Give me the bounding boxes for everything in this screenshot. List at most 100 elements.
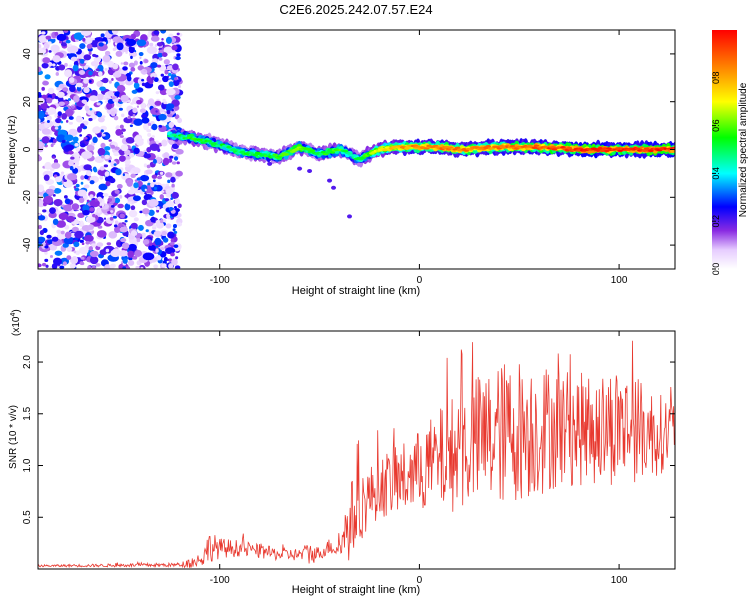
snr-series-line xyxy=(38,340,675,569)
heatmap-cell xyxy=(305,147,311,151)
heatmap-cell xyxy=(54,31,59,36)
heatmap-cell xyxy=(156,64,162,68)
heatmap-cell xyxy=(96,102,101,106)
heatmap-cell xyxy=(150,120,155,125)
heatmap-cell xyxy=(52,55,61,63)
heatmap-cell xyxy=(119,213,126,219)
heatmap-cell xyxy=(42,47,47,50)
heatmap-cell xyxy=(143,163,148,168)
heatmap-cell xyxy=(117,99,122,102)
heatmap-cell xyxy=(147,180,151,183)
heatmap-cell xyxy=(133,217,139,222)
heatmap-cell xyxy=(46,188,55,195)
heatmap-cell xyxy=(168,81,174,87)
heatmap-cell xyxy=(172,63,179,71)
heatmap-cell xyxy=(347,214,353,219)
heatmap-cell xyxy=(148,199,159,207)
heatmap-cell xyxy=(71,226,79,233)
heatmap-cell xyxy=(92,213,96,218)
heatmap-cell xyxy=(64,144,75,151)
heatmap-cell xyxy=(80,30,92,37)
heatmap-cell xyxy=(165,200,175,208)
heatmap-cell xyxy=(230,148,237,152)
heatmap-cell xyxy=(170,176,176,183)
heatmap-cell xyxy=(96,80,104,88)
heatmap-cell xyxy=(87,224,95,230)
heatmap-cell xyxy=(342,149,349,153)
heatmap-cell xyxy=(63,237,74,245)
heatmap-cell xyxy=(110,210,114,213)
heatmap-cell xyxy=(159,194,164,200)
heatmap-cell xyxy=(165,188,174,195)
heatmap-cell xyxy=(113,224,118,228)
heatmap-cell xyxy=(139,108,147,114)
heatmap-cell xyxy=(83,136,88,140)
snr-y-multiplier-close: ) xyxy=(11,309,22,312)
heatmap-cell xyxy=(575,149,582,152)
heatmap-cell xyxy=(125,137,135,144)
heatmap-cell xyxy=(107,197,113,203)
heatmap-cell xyxy=(170,252,175,257)
heatmap-cell xyxy=(119,155,126,162)
heatmap-cell xyxy=(145,213,148,217)
heatmap-cell xyxy=(44,258,49,262)
heatmap-cell xyxy=(62,87,69,92)
heatmap-cell xyxy=(118,222,123,228)
heatmap-cell xyxy=(110,205,115,208)
heatmap-cell xyxy=(139,210,143,214)
heatmap-cell xyxy=(38,215,46,221)
heatmap-cell xyxy=(45,264,49,268)
heatmap-cell xyxy=(115,168,122,176)
heatmap-cell xyxy=(161,230,167,236)
heatmap-cell xyxy=(85,240,91,245)
heatmap-cell xyxy=(41,128,51,135)
heatmap-cell xyxy=(85,170,92,176)
heatmap-cell xyxy=(54,250,63,256)
heatmap-cell xyxy=(146,46,158,54)
heatmap-cell xyxy=(58,101,65,106)
heatmap-cell xyxy=(147,132,152,137)
heatmap-cell xyxy=(171,44,178,51)
heatmap-cell xyxy=(143,153,152,159)
heatmap-cell xyxy=(615,147,621,150)
heatmap-cell xyxy=(64,134,74,142)
heatmap-cell xyxy=(82,209,90,216)
heatmap-cell xyxy=(68,128,78,137)
heatmap-cell xyxy=(96,111,103,118)
heatmap-cell xyxy=(56,87,61,91)
heatmap-cell xyxy=(206,139,213,143)
heatmap-cell xyxy=(156,175,163,180)
x-tick-label: 0 xyxy=(417,575,423,586)
heatmap-cell xyxy=(139,61,143,65)
heatmap-cell xyxy=(38,141,44,147)
heatmap-cell xyxy=(83,64,89,70)
heatmap-cell xyxy=(168,121,175,128)
heatmap-cell xyxy=(44,74,51,80)
heatmap-cell xyxy=(47,87,55,95)
heatmap-cell xyxy=(111,30,119,35)
heatmap-cell xyxy=(154,44,158,47)
heatmap-cell xyxy=(75,183,80,188)
heatmap-cell xyxy=(124,219,128,223)
x-tick-label: 100 xyxy=(611,575,628,586)
heatmap-cell xyxy=(119,81,124,86)
heatmap-cell xyxy=(44,251,48,255)
heatmap-cell xyxy=(46,115,52,121)
heatmap-cell xyxy=(130,205,136,211)
heatmap-cell xyxy=(121,242,130,250)
heatmap-cell xyxy=(248,151,254,154)
heatmap-cell xyxy=(124,203,131,211)
heatmap-cell xyxy=(69,85,76,93)
chart-title: C2E6.2025.242.07.57.E24 xyxy=(279,2,432,17)
heatmap-cell xyxy=(152,224,157,227)
heatmap-cell xyxy=(55,117,62,124)
heatmap-cell xyxy=(331,185,337,190)
heatmap-cell xyxy=(100,33,105,38)
heatmap-cell xyxy=(86,144,95,152)
heatmap-cell xyxy=(84,174,89,180)
heatmap-cell xyxy=(120,238,127,243)
heatmap-cell xyxy=(39,230,45,236)
heatmap-cell xyxy=(134,179,138,182)
y-tick-label: -40 xyxy=(22,237,33,252)
heatmap-cell xyxy=(56,33,67,41)
